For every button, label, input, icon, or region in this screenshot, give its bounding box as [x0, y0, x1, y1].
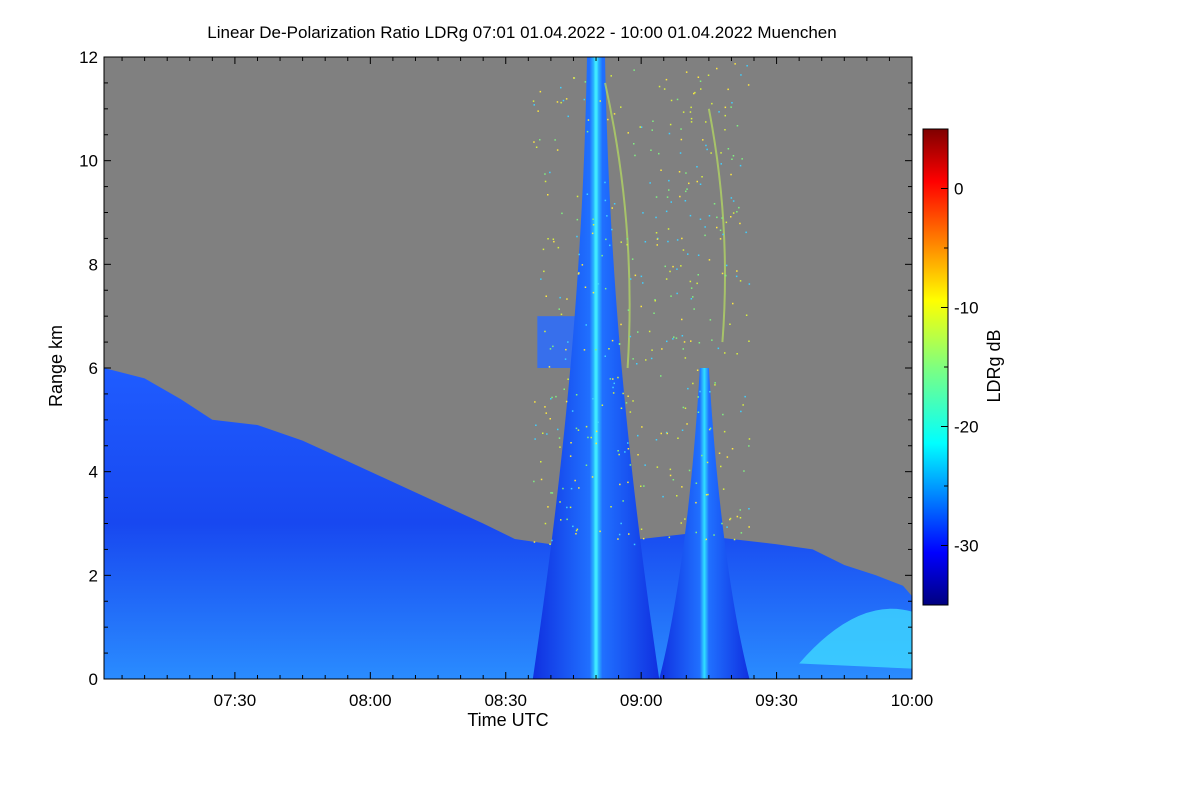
- speckle-noise: [532, 63, 751, 546]
- colorbar: 0 -10 -20 -30: [922, 128, 979, 606]
- virga-arc-2: [707, 108, 726, 343]
- surface-layer-bright: [799, 608, 912, 669]
- colorbar-tick-label: -10: [954, 299, 979, 318]
- colorbar-gradient: [922, 128, 949, 606]
- virga-arc-1: [604, 82, 631, 369]
- y-tick-label: 12: [79, 48, 98, 67]
- y-tick-label: 6: [89, 359, 98, 378]
- x-tick-label: 08:00: [349, 691, 392, 710]
- y-tick-label: 8: [89, 255, 98, 274]
- x-tick-label: 09:00: [620, 691, 663, 710]
- fall-streak-1-core: [594, 57, 598, 679]
- y-tick-label: 2: [89, 566, 98, 585]
- x-tick-label: 10:00: [891, 691, 934, 710]
- colorbar-label: LDRg dB: [984, 329, 1004, 402]
- y-axis: 0 2 4 6 8 10 12: [79, 48, 912, 689]
- colorbar-tick-label: 0: [954, 180, 963, 199]
- x-axis-label: Time UTC: [467, 710, 548, 730]
- fall-streak-2: [659, 368, 750, 679]
- x-tick-label: 07:30: [214, 691, 257, 710]
- x-tick-label: 08:30: [484, 691, 527, 710]
- y-tick-label: 4: [89, 463, 98, 482]
- chart-title: Linear De-Polarization Ratio LDRg 07:01 …: [207, 23, 836, 42]
- y-tick-label: 0: [89, 670, 98, 689]
- x-tick-label: 09:30: [755, 691, 798, 710]
- x-axis: 07:30 08:00 08:30 09:00 09:30 10:00: [121, 57, 934, 710]
- y-axis-label: Range km: [46, 325, 66, 407]
- colorbar-tick-label: -30: [954, 537, 979, 556]
- y-tick-label: 10: [79, 152, 98, 171]
- plot-area: [104, 57, 912, 679]
- colorbar-tick-label: -20: [954, 418, 979, 437]
